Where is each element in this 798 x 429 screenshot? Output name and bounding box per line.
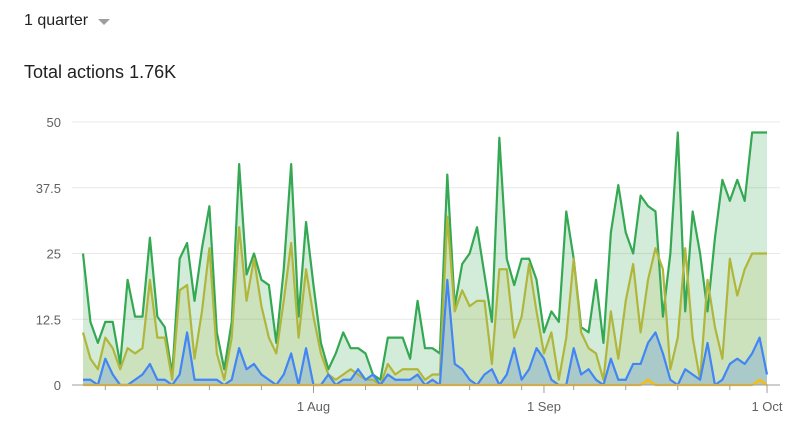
x-tick-label: 1 Oct [751,399,782,414]
series-d-area [83,132,767,385]
series-d-line [81,131,767,381]
y-tick-label: 12.5 [36,312,61,327]
x-tick-label: 1 Aug [297,399,330,414]
y-tick-label: 0 [54,378,61,393]
y-tick-label: 50 [47,115,61,130]
series-b-area [83,279,767,385]
total-actions: Total actions 1.76K [24,62,176,83]
x-tick-label: 1 Sep [527,399,561,414]
series-c-line [81,215,767,387]
date-range-select[interactable]: 1 quarter [24,12,111,30]
caret-down-icon [98,19,111,25]
total-actions-label: Total actions [24,62,125,82]
total-actions-value: 1.76K [129,62,177,82]
date-range-label: 1 quarter [24,12,89,29]
y-tick-label: 37.5 [36,181,61,196]
y-tick-label: 25 [47,247,61,262]
